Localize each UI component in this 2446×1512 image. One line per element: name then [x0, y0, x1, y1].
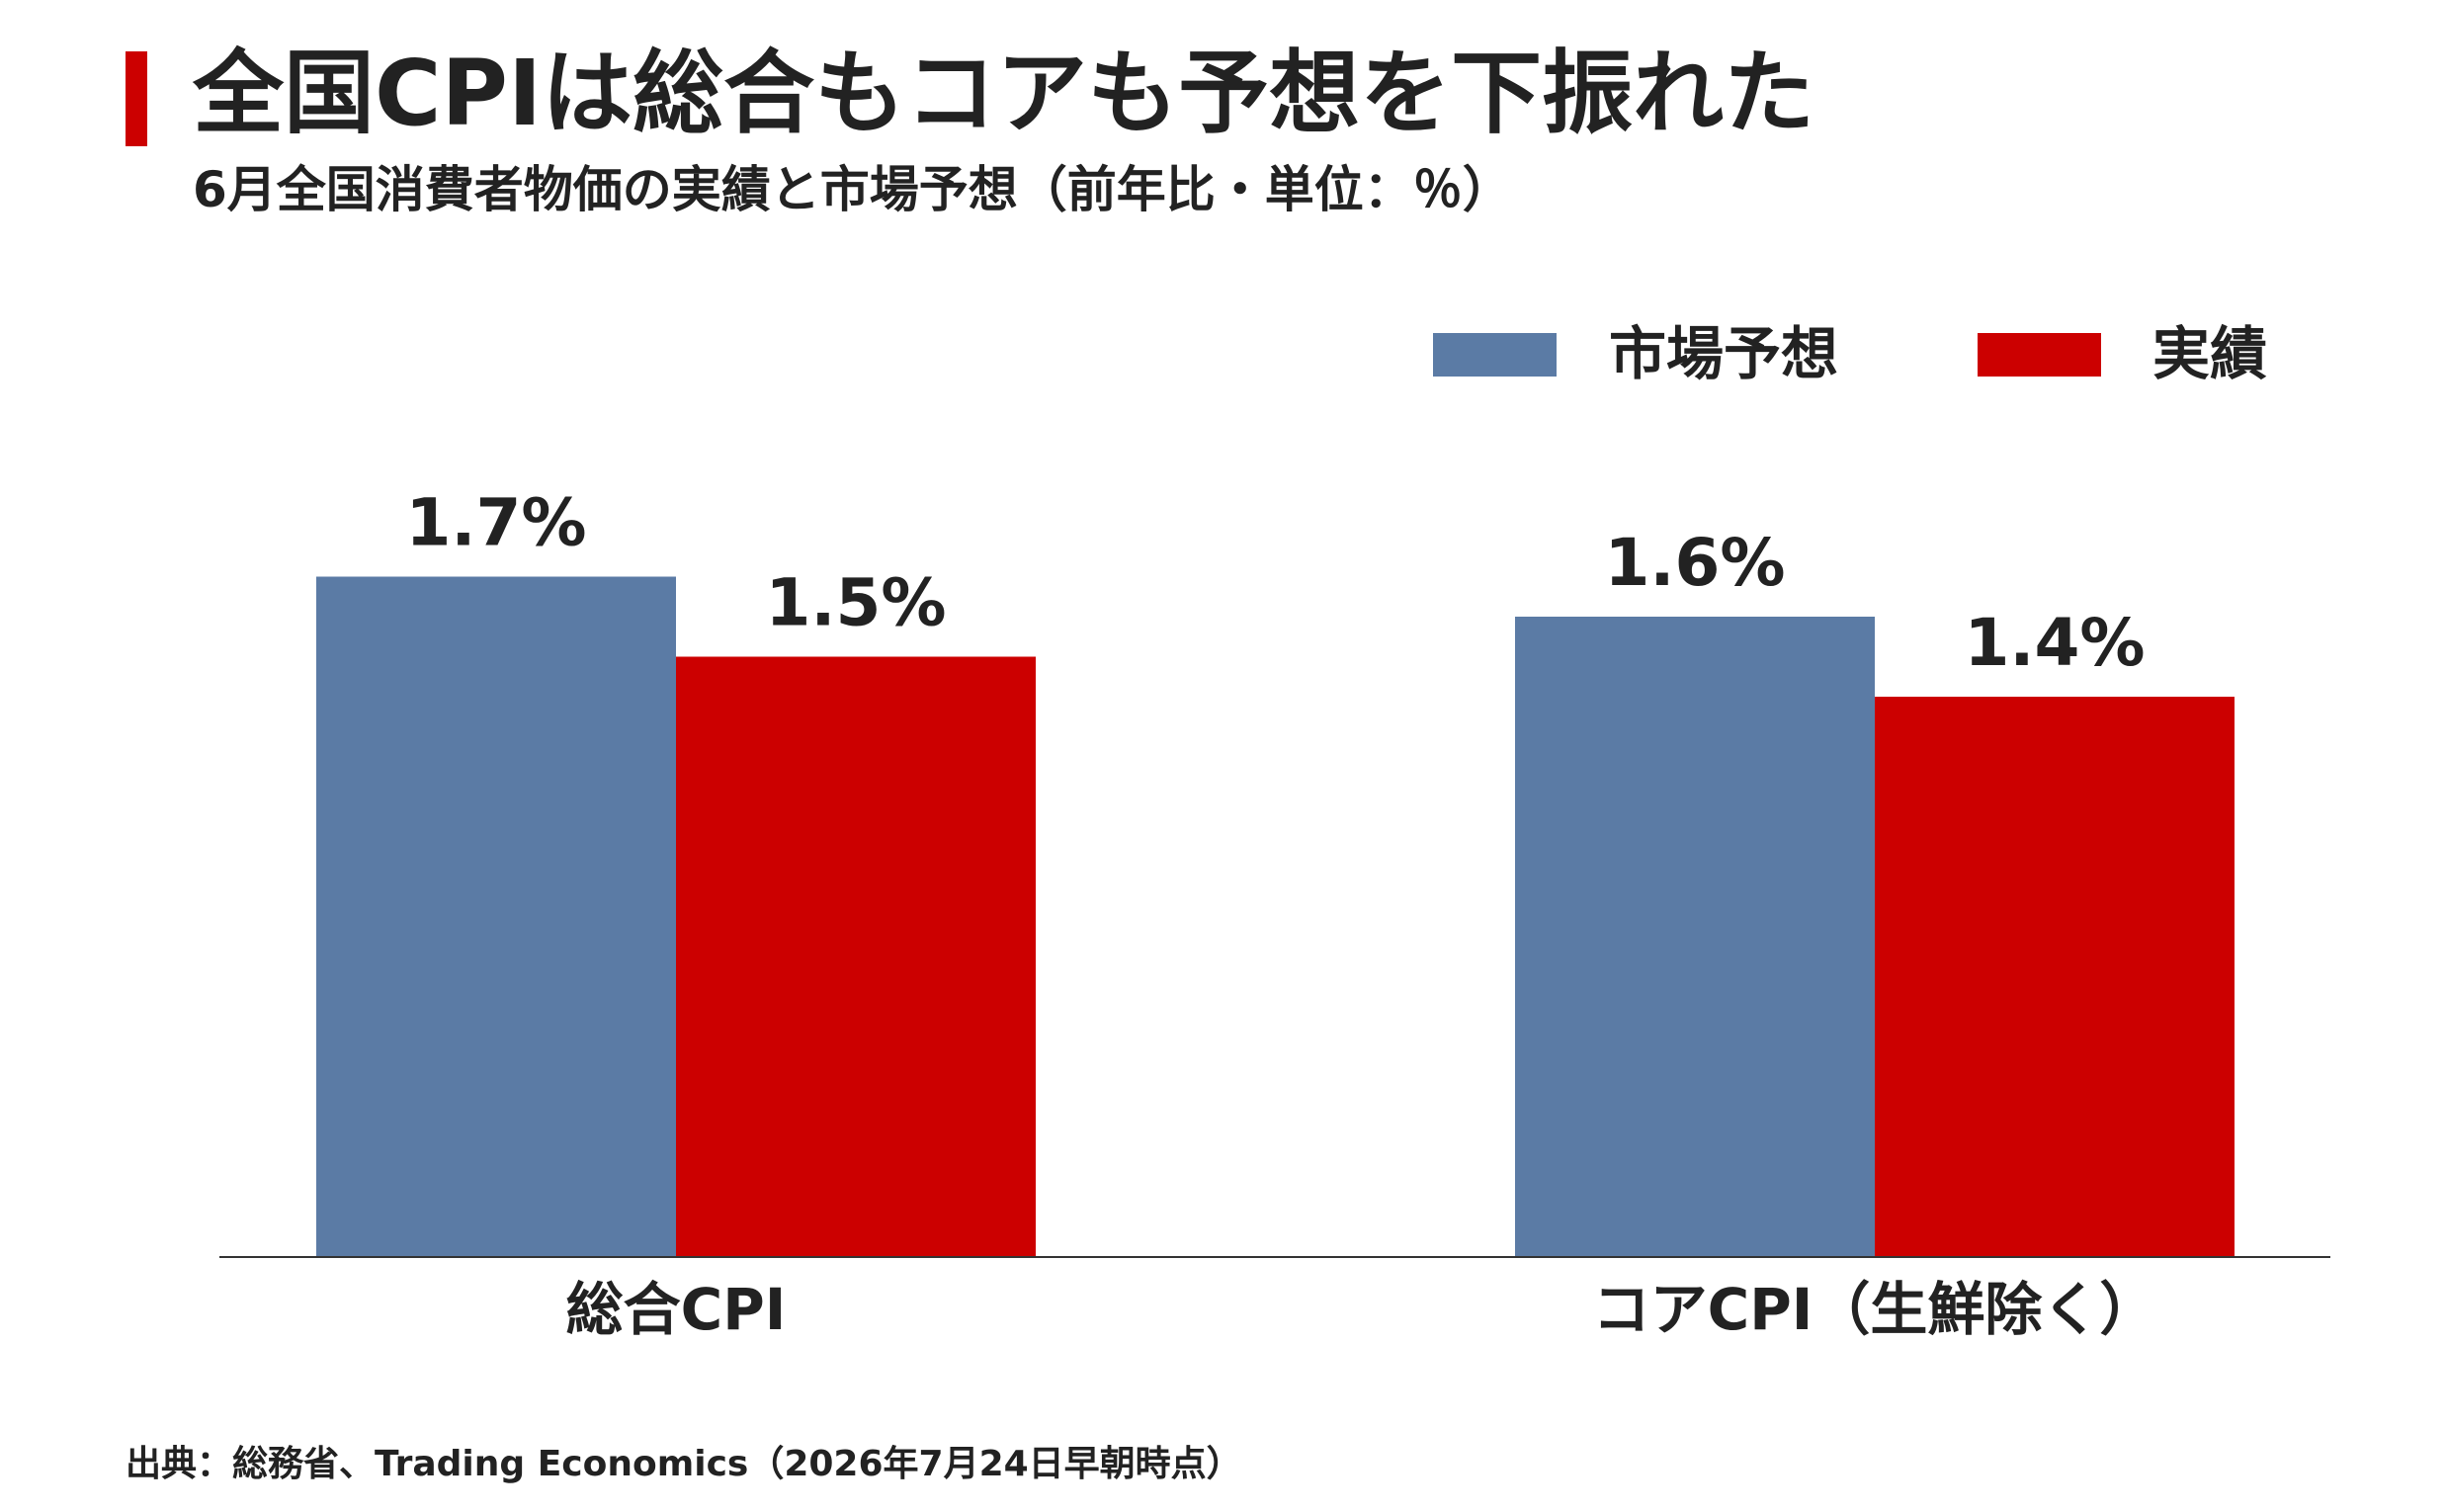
data-label-forecast-2: 1.6%	[1604, 525, 1785, 601]
x-tick-label-1: 総合CPI	[566, 1276, 787, 1343]
x-tick-label-2: コアCPI（生鮮除く）	[1593, 1276, 2157, 1343]
bar-forecast-1	[316, 576, 676, 1257]
legend-swatch-actual	[1978, 333, 2101, 377]
legend-swatch-forecast	[1433, 333, 1557, 377]
data-label-actual-2: 1.4%	[1964, 605, 2145, 681]
page-title: 全国CPIは総合もコアも予想を下振れた	[193, 41, 1815, 146]
bar-forecast-2	[1515, 617, 1875, 1257]
legend-label-actual: 実績	[2152, 320, 2267, 387]
bar-actual-2	[1875, 697, 2235, 1257]
bar-actual-1	[676, 656, 1036, 1257]
data-label-actual-1: 1.5%	[765, 565, 946, 641]
title-accent-bar	[126, 51, 147, 146]
data-label-forecast-1: 1.7%	[405, 485, 586, 561]
page-subtitle: 6月全国消費者物価の実績と市場予想（前年比・単位：％）	[193, 161, 1512, 218]
source-note: 出典：総務省、Trading Economics（2026年7月24日早朝時点）	[126, 1444, 1242, 1484]
legend-label-forecast: 市場予想	[1609, 320, 1838, 387]
